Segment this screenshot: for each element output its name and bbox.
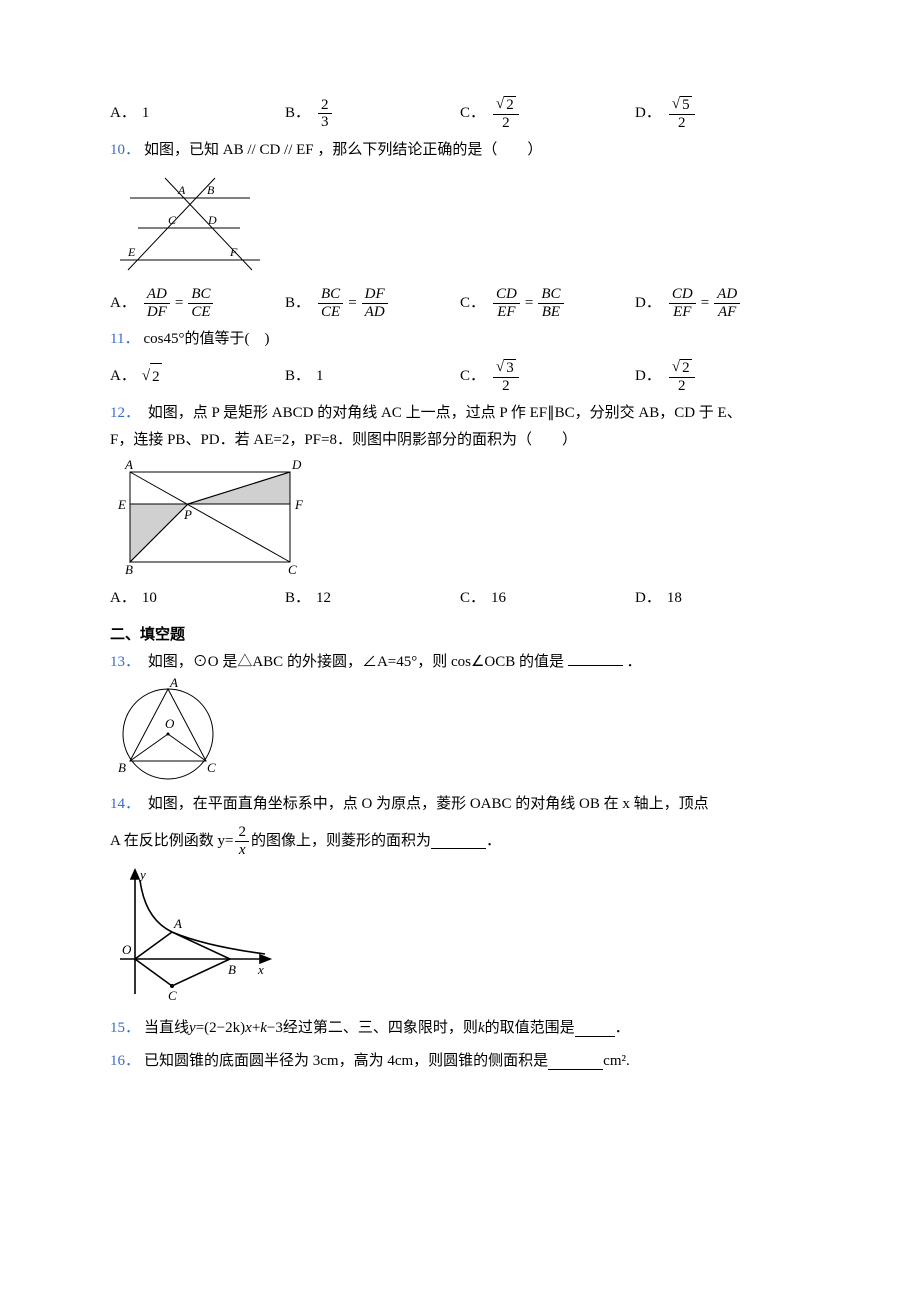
q11-option-b: B． 1 [285,363,460,390]
q12-stem-2: F，连接 PB、PD．若 AE=2，PF=8．则图中阴影部分的面积为（ ） [110,427,810,454]
svg-text:y: y [138,867,146,882]
svg-text:E: E [117,497,126,512]
section-2-title: 二、填空题 [110,622,810,649]
svg-text:C: C [207,760,216,775]
q12-options: A．10 B．12 C．16 D．18 [110,585,810,612]
fraction: √5 2 [669,96,695,131]
q9-options: A． 1 B． 2 3 C． √2 2 D． √5 2 [110,96,810,131]
svg-text:C: C [168,213,177,227]
q9-option-c: C． √2 2 [460,96,635,131]
q10-option-a: A． ADDF = BCCE [110,286,285,320]
q13-figure: A O B C [110,676,230,791]
question-number: 10． [110,137,140,164]
svg-text:C: C [288,562,297,577]
blank [548,1054,603,1070]
q9-option-a: A． 1 [110,100,285,127]
svg-text:C: C [168,988,177,1003]
q11-option-a: A． √2 [110,363,285,391]
q14-stem-2: A 在反比例函数 y= 2 x 的图像上，则菱形的面积为 ． [110,824,810,858]
option-label: B． [285,100,310,127]
q11-stem: 11． cos45°的值等于( ) [110,326,810,353]
svg-text:E: E [127,245,136,259]
option-label: A． [110,100,136,127]
svg-text:A: A [173,916,182,931]
question-number: 12． [110,405,140,421]
q14-stem-1: 14． 如图，在平面直角坐标系中，点 O 为原点，菱形 OABC 的对角线 OB… [110,791,810,818]
q10-option-c: C． CDEF = BCBE [460,286,635,320]
fraction: 2 3 [318,97,332,131]
q10-option-d: D． CDEF = ADAF [635,286,810,320]
q11-option-d: D． √22 [635,359,810,394]
q10-option-b: B． BCCE = DFAD [285,286,460,320]
q12-option-a: A．10 [110,585,285,612]
q10-options: A． ADDF = BCCE B． BCCE = DFAD C． CDEF = … [110,286,810,320]
blank [575,1021,615,1037]
svg-text:O: O [122,942,132,957]
q10-stem: 10． 如图，已知 AB // CD // EF ，那么下列结论正确的是（ ） [110,137,810,164]
question-number: 11． [110,326,139,353]
option-label: D． [635,100,661,127]
svg-text:F: F [294,497,304,512]
q16-stem: 16． 已知圆锥的底面圆半径为 3cm，高为 4cm，则圆锥的侧面积是 cm². [110,1048,810,1075]
svg-text:A: A [124,457,133,472]
svg-text:A: A [177,183,186,197]
svg-text:x: x [257,962,264,977]
option-value: 1 [142,100,150,127]
svg-text:D: D [291,457,302,472]
q12-option-b: B．12 [285,585,460,612]
question-text: cos45°的值等于( ) [143,326,269,353]
fraction: √2 2 [493,96,519,131]
svg-text:B: B [228,962,236,977]
svg-text:D: D [207,213,217,227]
question-number: 13． [110,654,140,670]
blank [568,650,623,666]
question-number: 16． [110,1048,140,1075]
q12-figure: A D E F P B C [110,454,310,579]
question-text: 如图，已知 AB // CD // EF ，那么下列结论正确的是（ ） [144,137,542,164]
q14-figure: y O A B x C [110,864,280,1009]
q9-option-b: B． 2 3 [285,97,460,131]
blank [431,833,486,849]
question-number: 14． [110,796,140,812]
q15-stem: 15． 当直线 y = ( 2−2k ) x + k −3 经过第二、三、四象限… [110,1015,810,1042]
svg-text:A: A [169,676,178,690]
q12-option-c: C．16 [460,585,635,612]
svg-text:B: B [207,183,215,197]
svg-text:F: F [229,245,238,259]
fraction: 2 x [235,824,249,858]
question-text: 如图，点 P 是矩形 ABCD 的对角线 AC 上一点，过点 P 作 EF∥BC… [148,405,742,421]
svg-text:P: P [183,507,192,522]
question-number: 15． [110,1015,140,1042]
q12-option-d: D．18 [635,585,810,612]
option-label: C． [460,100,485,127]
svg-text:B: B [125,562,133,577]
svg-text:O: O [165,716,175,731]
q11-options: A． √2 B． 1 C． √32 D． √22 [110,359,810,394]
q11-option-c: C． √32 [460,359,635,394]
svg-text:B: B [118,760,126,775]
q10-figure: A B C D E F [110,170,270,280]
q12-stem: 12． 如图，点 P 是矩形 ABCD 的对角线 AC 上一点，过点 P 作 E… [110,400,810,427]
q9-option-d: D． √5 2 [635,96,810,131]
q13-stem: 13． 如图，⊙O 是△ABC 的外接圆，∠A=45°，则 cos∠OCB 的值… [110,649,810,676]
